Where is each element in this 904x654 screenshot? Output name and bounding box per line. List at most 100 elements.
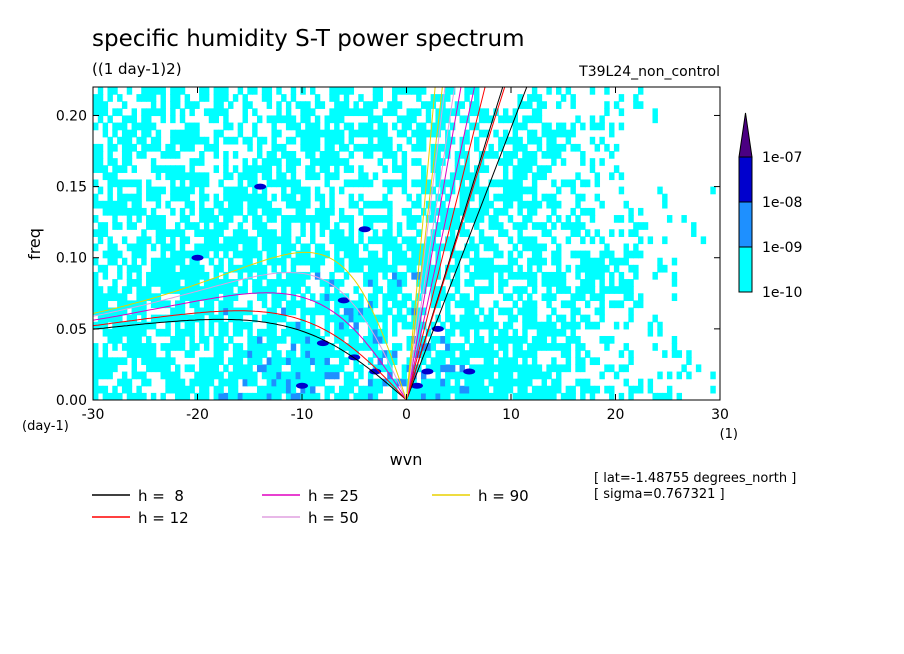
heatmap-cell (363, 243, 369, 252)
heatmap-cell (276, 300, 282, 309)
heatmap-cell (281, 279, 287, 287)
heatmap-cell (97, 371, 104, 380)
heatmap-cell (392, 179, 398, 188)
heatmap-cell (179, 385, 186, 394)
heatmap-cell (488, 392, 494, 400)
heatmap-cell (575, 143, 581, 152)
heatmap-cell (348, 129, 355, 138)
heatmap-cell (319, 229, 326, 237)
heatmap-cell (430, 293, 437, 302)
heatmap-cell (266, 328, 273, 337)
heatmap-cell (454, 371, 461, 380)
heatmap-cell (310, 222, 316, 230)
heatmap-cell (252, 200, 258, 209)
heatmap-cell (536, 115, 543, 124)
heatmap-cell (435, 385, 441, 394)
heatmap-cell (160, 271, 166, 280)
heatmap-cell (435, 300, 441, 309)
heatmap-cell (290, 243, 297, 252)
heatmap-cell (527, 101, 533, 109)
heatmap-cell (213, 243, 219, 252)
heatmap-cell (416, 385, 422, 394)
heatmap-cell (281, 229, 287, 237)
heatmap-cell (334, 158, 340, 166)
heatmap-cell (517, 378, 523, 387)
heatmap-cell (338, 215, 345, 223)
heatmap-cell (271, 136, 277, 145)
heatmap-cell (199, 94, 205, 102)
heatmap-cell (445, 222, 451, 230)
heatmap-cell (242, 264, 248, 273)
heatmap-cell (261, 193, 268, 202)
heatmap-cell (517, 335, 523, 344)
heatmap-cell (560, 343, 567, 351)
heatmap-cell (367, 314, 374, 323)
heatmap-cell (522, 350, 528, 358)
heatmap-cell (189, 364, 195, 373)
heatmap-cell (377, 350, 383, 358)
heatmap-cell (329, 371, 335, 380)
heatmap-cell (237, 129, 244, 138)
heatmap-cell (551, 250, 557, 259)
heatmap-cell (295, 286, 301, 294)
heatmap-cell (141, 136, 147, 145)
heatmap-cell (338, 357, 345, 366)
heatmap-cell (546, 392, 552, 400)
heatmap-cell (271, 343, 277, 351)
heatmap-cell (372, 94, 379, 102)
heatmap-cell (367, 136, 374, 145)
heatmap-cell (363, 129, 369, 138)
heatmap-cell (425, 364, 432, 373)
heatmap-cell (445, 115, 451, 124)
heatmap-cell (556, 371, 562, 380)
heatmap-cell (416, 243, 422, 252)
heatmap-cell (102, 207, 109, 216)
heatmap-cell (179, 129, 186, 138)
heatmap-cell (261, 222, 268, 230)
heatmap-cell (396, 300, 403, 309)
heatmap-cell (194, 293, 200, 302)
heatmap-cell (213, 271, 219, 280)
heatmap-cell (232, 243, 239, 252)
heatmap-cell (411, 115, 417, 124)
heatmap-cell (343, 101, 350, 109)
heatmap-cell (174, 378, 181, 387)
heatmap-cell (223, 193, 229, 202)
heatmap-cell (131, 314, 137, 323)
heatmap-cell (604, 335, 610, 344)
heatmap-cell (599, 236, 605, 245)
heatmap-cell (401, 179, 408, 188)
heatmap-cell (671, 350, 678, 358)
heatmap-cell (445, 378, 451, 387)
heatmap-cell (454, 165, 461, 173)
heatmap-cell (189, 293, 195, 302)
heatmap-cell (146, 115, 152, 124)
heatmap-cell (507, 236, 514, 245)
heatmap-cell (203, 286, 210, 294)
heatmap-cell (575, 307, 581, 316)
heatmap-cell (531, 357, 538, 366)
heatmap-cell (290, 186, 297, 195)
heatmap-cell (112, 364, 118, 373)
heatmap-cell (136, 186, 142, 195)
heatmap-cell (223, 122, 229, 131)
heatmap-cell (305, 335, 311, 344)
heatmap-cell (290, 179, 297, 188)
heatmap-cell (474, 136, 480, 145)
heatmap-cell (536, 364, 543, 373)
heatmap-cell (223, 108, 229, 117)
heatmap-cell (498, 307, 504, 316)
heatmap-cell (290, 335, 297, 344)
heatmap-cell (121, 129, 128, 138)
heatmap-cell (498, 115, 504, 124)
heatmap-cell (628, 286, 634, 294)
heatmap-cell (367, 236, 374, 245)
heatmap-cell (551, 279, 557, 287)
heatmap-cell (372, 343, 379, 351)
heatmap-cell (560, 321, 567, 330)
heatmap-cell (638, 300, 644, 309)
heatmap-cell (580, 222, 586, 230)
heatmap-cell (155, 136, 162, 145)
heatmap-cell (377, 286, 383, 294)
heatmap-cell (150, 186, 157, 195)
